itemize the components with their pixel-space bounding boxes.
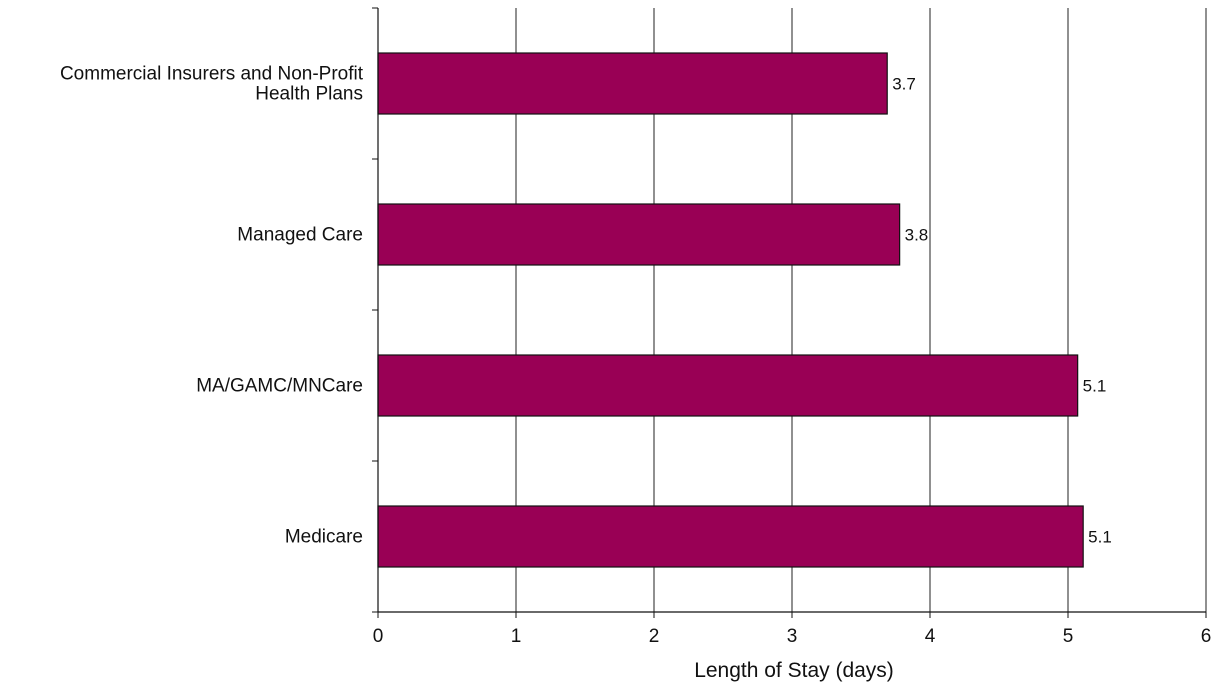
data-label: 3.8 [905, 226, 929, 245]
x-tick-label: 6 [1201, 626, 1212, 647]
category-label: Commercial Insurers and Non-Profit [60, 64, 364, 85]
data-label: 3.7 [892, 75, 916, 94]
category-label: Medicare [285, 527, 363, 548]
labels: 3.7 3.8 5.1 5.1 0 1 2 3 4 5 6 Commercial Insurers a… [60, 64, 1211, 648]
x-tick-label: 5 [1063, 626, 1074, 647]
bar [377, 203, 901, 266]
x-tick-label: 3 [787, 626, 798, 647]
category-label: Managed Care [237, 225, 363, 246]
bars [377, 52, 1084, 568]
data-label: 5.1 [1088, 528, 1112, 547]
bar [377, 354, 1079, 417]
x-axis-title: Length of Stay (days) [694, 659, 894, 682]
x-tick-label: 0 [373, 626, 384, 647]
bar [377, 505, 1084, 568]
category-label: MA/GAMC/MNCare [196, 376, 363, 397]
x-tick-label: 4 [925, 626, 936, 647]
bar [377, 52, 888, 115]
category-label: Health Plans [255, 84, 363, 105]
data-label: 5.1 [1083, 377, 1107, 396]
x-tick-label: 2 [649, 626, 660, 647]
axes [372, 7, 1207, 618]
x-tick-label: 1 [511, 626, 522, 647]
